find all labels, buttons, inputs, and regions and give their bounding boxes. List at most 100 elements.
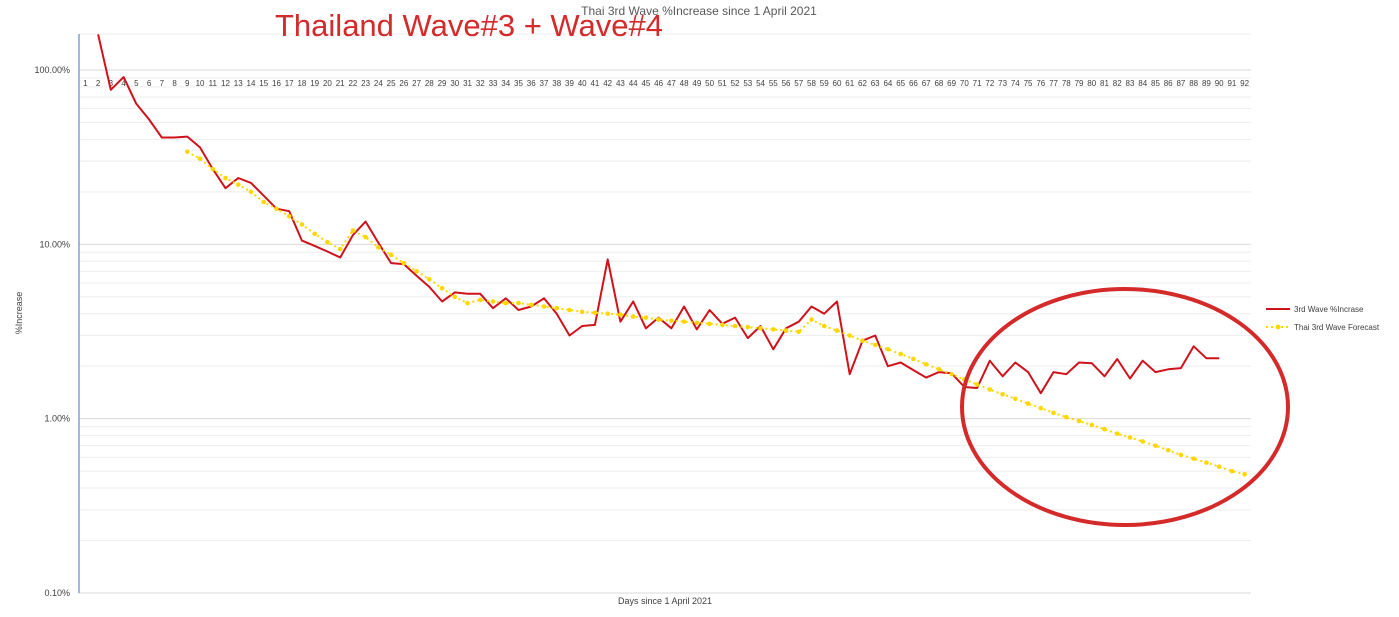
- x-tick-label: 52: [731, 79, 740, 88]
- forecast-point: [516, 300, 521, 306]
- y-axis-title: %Increase: [14, 292, 24, 335]
- x-tick-label: 27: [412, 79, 421, 88]
- forecast-point: [477, 297, 483, 303]
- x-tick-label: 42: [603, 79, 612, 88]
- x-tick-label: 87: [1176, 79, 1185, 88]
- x-tick-label: 89: [1202, 79, 1211, 88]
- forecast-point: [1102, 426, 1107, 432]
- x-tick-label: 14: [247, 79, 256, 88]
- forecast-point: [745, 324, 751, 330]
- forecast-point: [1140, 439, 1146, 444]
- forecast-point: [363, 234, 368, 240]
- forecast-point: [618, 312, 623, 317]
- forecast-point: [554, 305, 560, 311]
- x-tick-label: 63: [871, 79, 880, 88]
- y-tick-label: 10.00%: [39, 239, 70, 249]
- x-tick-label: 38: [552, 79, 561, 88]
- forecast-point: [1114, 431, 1120, 436]
- forecast-point: [1229, 468, 1235, 474]
- x-tick-label: 19: [310, 79, 319, 88]
- forecast-point: [1013, 396, 1018, 402]
- forecast-point: [809, 317, 814, 322]
- forecast-point: [1242, 471, 1247, 477]
- x-tick-label: 84: [1138, 79, 1147, 88]
- x-tick-label: 51: [718, 79, 727, 88]
- forecast-point: [490, 299, 496, 304]
- forecast-point: [694, 320, 700, 326]
- x-tick-label: 44: [629, 79, 638, 88]
- x-tick-label: 86: [1164, 79, 1173, 88]
- forecast-point: [1038, 405, 1044, 411]
- x-tick-label: 55: [769, 79, 778, 88]
- forecast-point: [872, 342, 878, 348]
- x-tick-label: 22: [348, 79, 357, 88]
- series-2: [184, 149, 1247, 477]
- forecast-point: [1153, 443, 1158, 448]
- x-tick-label: 37: [540, 79, 549, 88]
- series-lines: [97, 34, 1247, 477]
- forecast-point: [949, 371, 954, 377]
- legend-label-forecast: Thai 3rd Wave Forecast: [1294, 323, 1380, 332]
- forecast-point: [936, 366, 942, 372]
- forecast-point: [452, 294, 458, 300]
- forecast-point: [974, 382, 980, 387]
- forecast-point: [605, 311, 610, 317]
- x-tick-label: 46: [654, 79, 663, 88]
- x-tick-label: 3: [109, 79, 114, 88]
- forecast-point: [427, 277, 432, 282]
- x-tick-label: 50: [705, 79, 714, 88]
- x-tick-label: 43: [616, 79, 625, 88]
- forecast-point: [184, 149, 190, 154]
- x-tick-label: 57: [794, 79, 803, 88]
- forecast-point: [592, 310, 598, 316]
- forecast-point: [669, 318, 674, 323]
- x-tick-label: 58: [807, 79, 816, 88]
- x-tick-label: 1: [83, 79, 88, 88]
- forecast-point: [847, 333, 853, 338]
- x-tick-label: 21: [336, 79, 345, 88]
- x-tick-label: 36: [527, 79, 536, 88]
- x-tick-label: 34: [501, 79, 510, 88]
- forecast-point: [1025, 401, 1031, 406]
- forecast-point: [1204, 460, 1209, 465]
- x-tick-label: 45: [641, 79, 650, 88]
- y-tick-label: 0.10%: [44, 588, 70, 598]
- legend-item-forecast[interactable]: Thai 3rd Wave Forecast: [1266, 323, 1380, 332]
- x-tick-label: 76: [1036, 79, 1045, 88]
- forecast-point: [720, 322, 725, 328]
- forecast-point: [656, 317, 661, 322]
- forecast-point: [401, 260, 407, 266]
- forecast-point: [1076, 418, 1082, 424]
- forecast-point: [286, 213, 292, 219]
- forecast-point: [643, 315, 649, 320]
- x-tick-label: 91: [1227, 79, 1236, 88]
- legend-label-3rd-wave: 3rd Wave %Incrase: [1294, 305, 1364, 314]
- x-tick-label: 73: [998, 79, 1007, 88]
- x-tick-label: 47: [667, 79, 676, 88]
- forecast-point: [1089, 422, 1095, 428]
- forecast-point: [630, 314, 636, 319]
- forecast-point: [758, 325, 763, 331]
- x-tick-label: 5: [134, 79, 139, 88]
- forecast-point: [312, 231, 317, 237]
- series-line-forecast: [186, 150, 1245, 476]
- series-1: [97, 34, 1220, 395]
- forecast-point: [821, 323, 827, 329]
- x-tick-label: 56: [782, 79, 791, 88]
- x-tick-label: 77: [1049, 79, 1058, 88]
- x-tick-label: 35: [514, 79, 523, 88]
- forecast-point: [796, 329, 802, 335]
- forecast-point: [1216, 464, 1222, 470]
- forecast-point: [783, 328, 789, 333]
- x-tick-label: 49: [692, 79, 701, 88]
- forecast-point: [541, 304, 547, 309]
- x-tick-label: 48: [680, 79, 689, 88]
- y-tick-labels: 100.00% 10.00% 1.00% 0.10%: [34, 65, 70, 598]
- legend-item-3rd-wave[interactable]: 3rd Wave %Incrase: [1266, 305, 1364, 314]
- forecast-point: [465, 300, 470, 306]
- forecast-point: [987, 387, 993, 392]
- y-tick-label: 100.00%: [34, 65, 70, 75]
- x-tick-label: 17: [285, 79, 294, 88]
- x-tick-label: 79: [1075, 79, 1084, 88]
